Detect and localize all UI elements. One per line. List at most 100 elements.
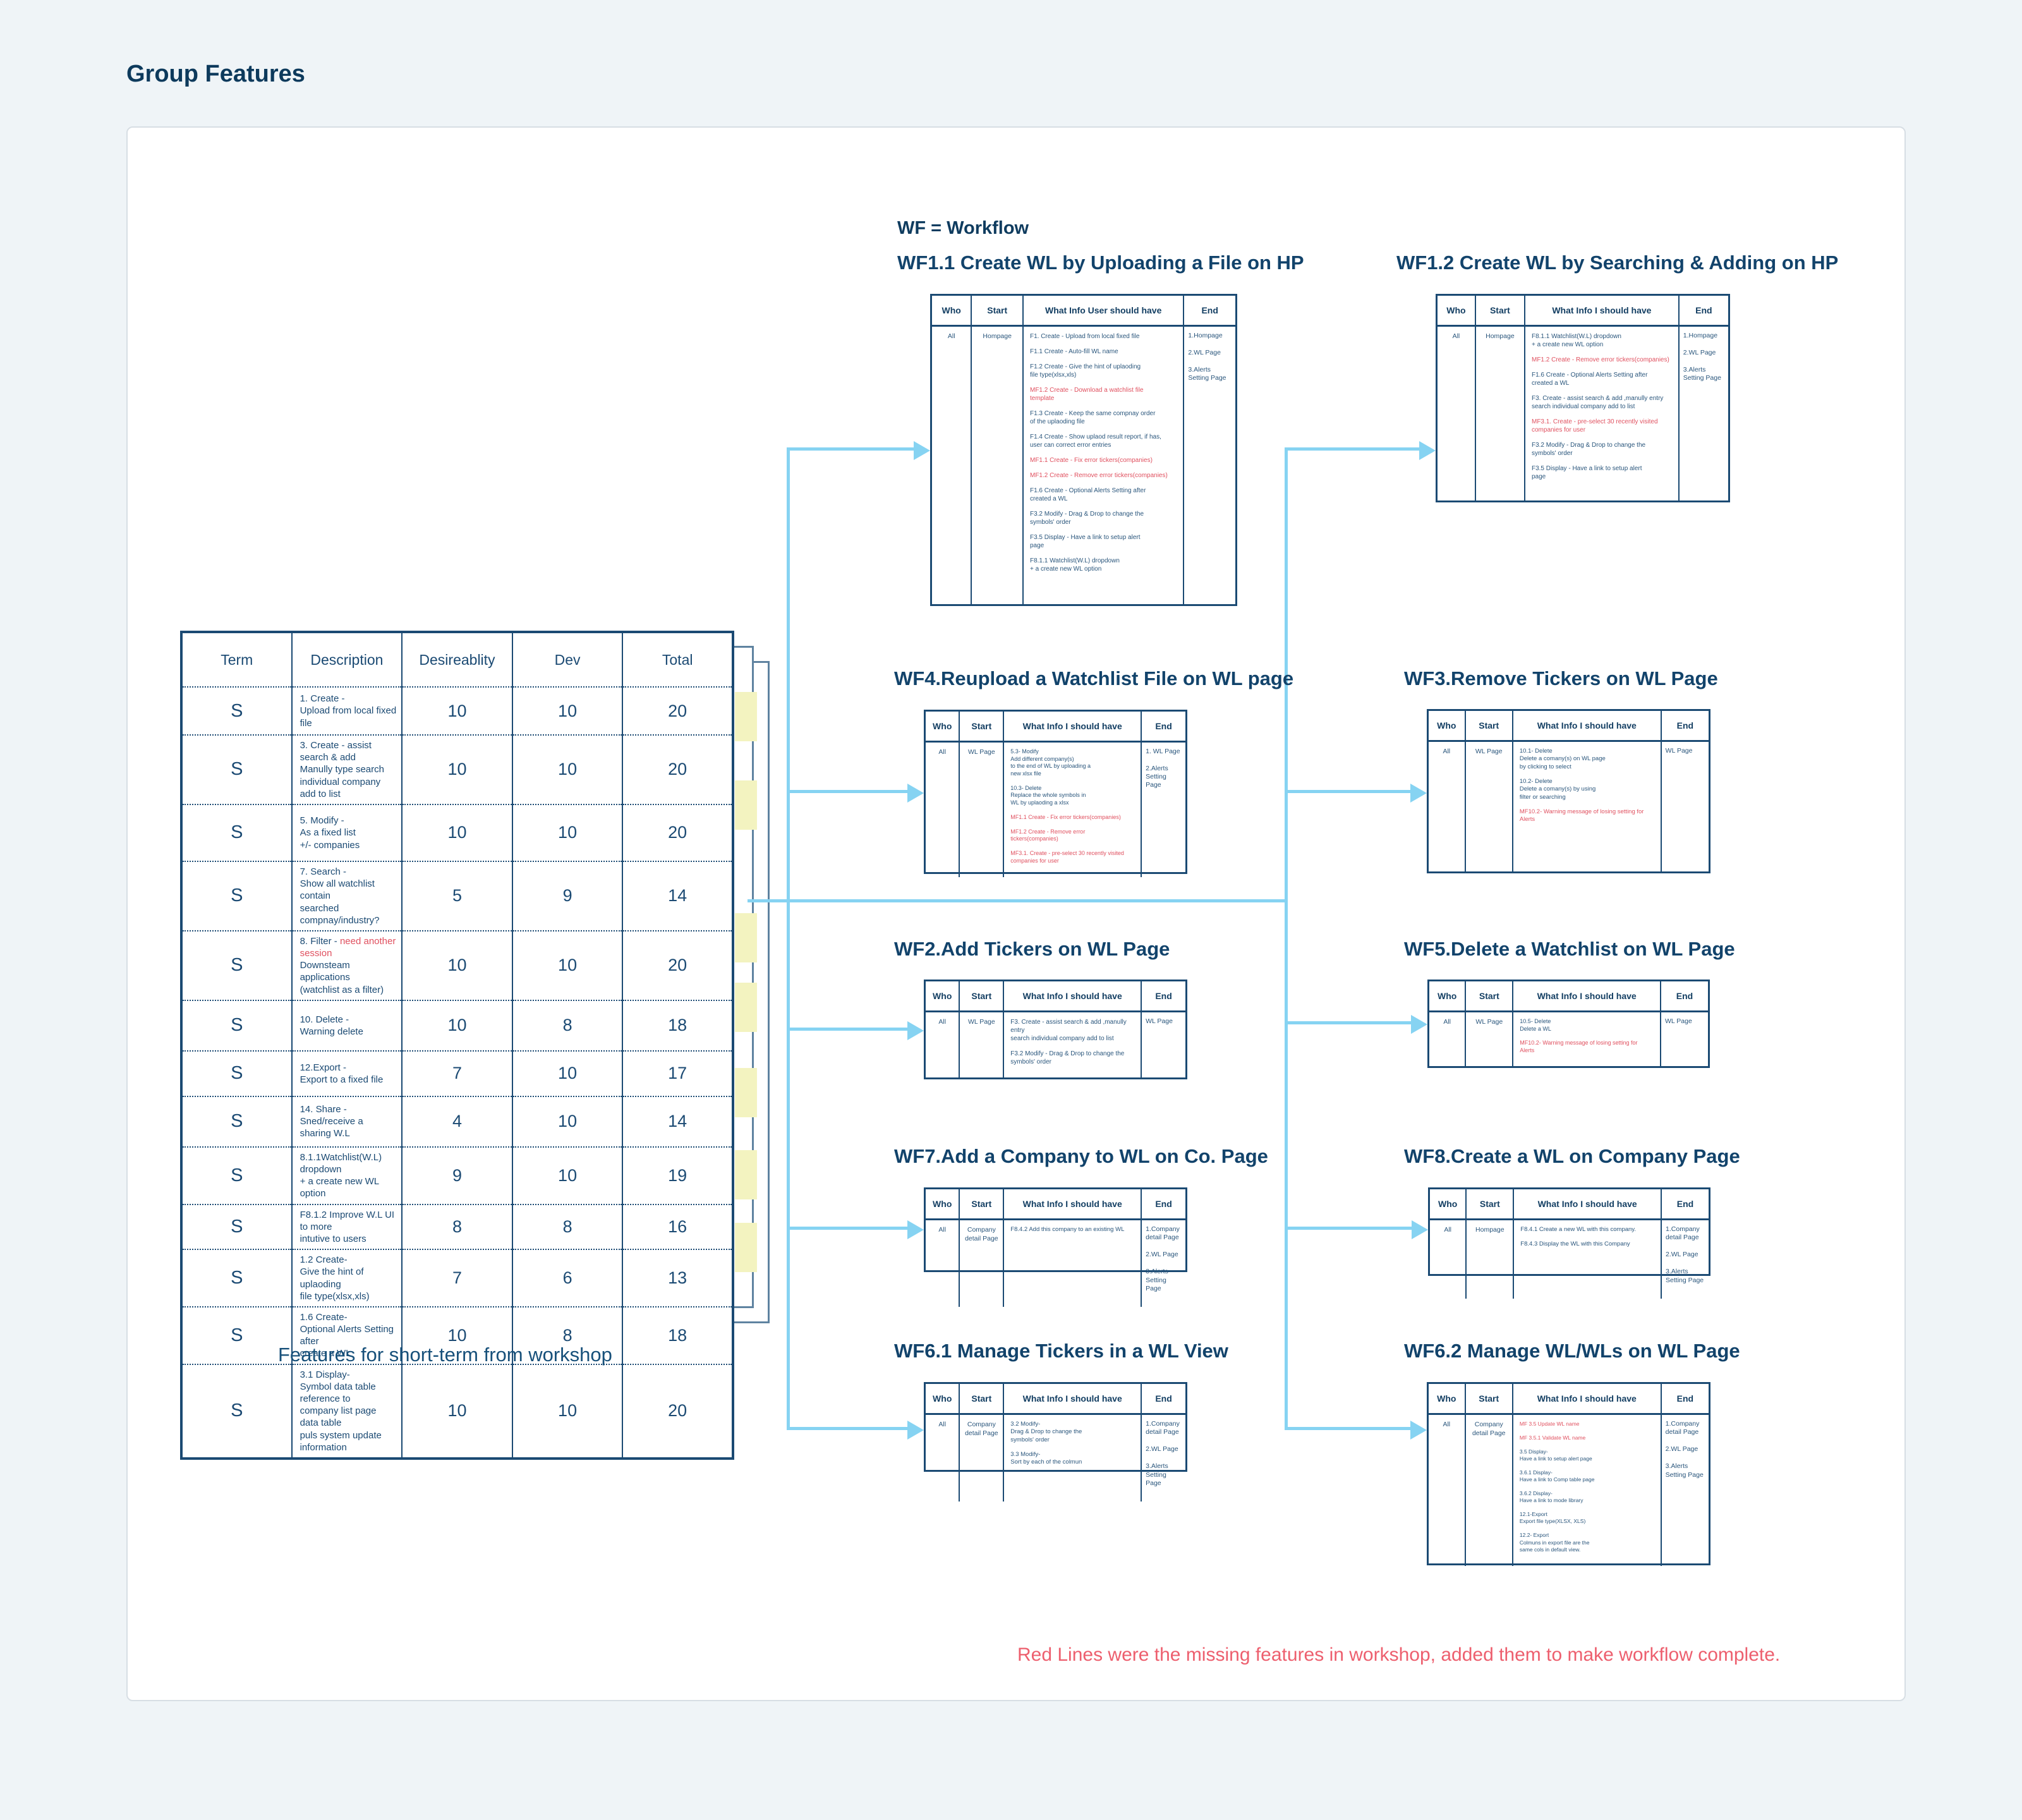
arrowhead-wf6-1 [907,1421,924,1440]
wf-item-feature: 3.5 Display- Have a link to setup alert … [1519,1448,1592,1462]
wf-who-cell: All [947,332,955,340]
feature-row: S 14. Share - Sned/receive a sharing W.L 4… [181,1095,733,1147]
wf-header-start: Start [1464,711,1513,742]
workflow-title-wf62: WF6.2 Manage WL/WLs on WL Page [1404,1340,1740,1362]
wf-end-cell: WL Page [1660,1011,1708,1067]
feature-term: S [181,1095,292,1147]
wf-end-cell: 1. WL Page 2.Alerts Setting Page [1141,741,1185,878]
wf-start-cell: Hompage [971,325,1023,604]
wf-item-feature: F8.4.1 Create a new WL with this company… [1520,1226,1636,1233]
highlight-mark [735,1068,757,1117]
wf-end-cell: 1.Company detail Page 2.WL Page 3.Alerts S… [1141,1414,1185,1502]
wf-end-cell: WL Page [1141,1011,1185,1079]
feature-row: S 1.2 Create- Give the hint of uplaoding … [181,1249,733,1307]
wf-who-cell: All [1444,1226,1451,1234]
wf-start-cell: WL Page [959,1011,1004,1079]
feature-desirability: 7 [401,1050,512,1096]
wf-item-feature: F1.1 Create - Auto-fill WL name [1029,348,1118,355]
feature-desirability: 9 [401,1146,512,1204]
feature-term: S [181,1363,292,1459]
wf-info-cell: 3.2 Modify- Drag & Drop to change the sy… [1003,1414,1142,1502]
wf-header-info: What Info I should have [1523,296,1679,327]
wf-header-who: Who [932,296,972,327]
feature-row: S 8. Filter - need another session Downst… [181,930,733,1000]
wf-header-info: What Info I should have [1003,1189,1142,1220]
feature-row: S 3.1 Display- Symbol data table referenc… [181,1363,733,1459]
wf-item-feature: F3.2 Modify - Drag & Drop to change the … [1029,511,1144,526]
wf-header-who: Who [926,1189,960,1220]
features-table: Term Description Desireablity Dev Total S 1. … [180,631,734,1460]
wf-item-missing-feature: MF1.1 Create - Fix error tickers(compani… [1029,457,1153,464]
wf-header-end: End [1141,1384,1185,1415]
wf-item-feature: F1.4 Create - Show uplaod result report,… [1029,434,1161,449]
feature-dev: 8 [511,1306,623,1364]
wf-header-who: Who [1430,1189,1467,1220]
arrowhead-wf7 [907,1220,924,1239]
feature-dev: 10 [511,1363,623,1459]
workflow-title-wf5: WF5.Delete a Watchlist on WL Page [1404,938,1735,960]
workflow-table-wf3: Who Start What Info I should have End Al… [1427,709,1710,873]
wf-item-feature: 3.3 Modify- Sort by each of the colmun [1010,1451,1082,1466]
wf-header-start: Start [959,1189,1004,1220]
arrowhead-wf1-1 [914,441,930,460]
feature-desirability: 10 [401,686,512,735]
feature-total: 17 [622,1050,733,1096]
wf-item-feature: F8.4.2 Add this company to an existing W… [1010,1226,1125,1233]
wf-start-cell: WL Page [959,741,1004,878]
wf-start-cell: Hompage [1474,325,1525,500]
feature-term: S [181,803,292,861]
wf-end-page: 2.WL Page [1666,1251,1698,1259]
feature-desirability: 10 [401,803,512,861]
feature-description: F8.1.2 Improve W.L UI to more intutive t… [291,1203,403,1250]
feature-dev: 10 [511,686,623,735]
wf-start-cell: WL Page [1464,741,1513,871]
wf-item-feature: 10.3- Delete Replace the whole symbols i… [1010,784,1086,806]
wf-who-cell: All [938,1226,947,1234]
highlight-mark [735,913,757,962]
wf-header-end: End [1660,981,1708,1012]
wf-end-cell: 1.Company detail Page 2.WL Page 3.Alerts S… [1661,1219,1709,1299]
wf-item-feature: 10.2- Delete Delete a comany(s) by using… [1519,778,1596,801]
connector-trunk-left [787,447,790,1430]
wf-header-info: What Info I should have [1512,981,1661,1012]
features-column-header: Total [622,632,733,687]
wf-header-end: End [1141,981,1185,1012]
wf-item-feature: F1.6 Create - Optional Alerts Setting af… [1029,487,1146,502]
wf-end-page: 2.WL Page [1683,349,1716,357]
workflow-title-wf11: WF1.1 Create WL by Uploading a File on H… [897,252,1304,274]
wf-info-cell: F8.4.2 Add this company to an existing W… [1003,1219,1142,1307]
workflow-table-wf12: Who Start What Info I should have End Al… [1436,294,1730,502]
wf-item-feature: F3.2 Modify - Drag & Drop to change the … [1531,442,1646,457]
highlight-mark [735,1150,757,1199]
feature-total: 13 [622,1249,733,1307]
wf-header-end: End [1661,1189,1709,1220]
wf-header-info: What Info I should have [1003,981,1142,1012]
wf-who-cell: All [938,1421,947,1428]
wf-header-start: Start [971,296,1023,327]
feature-dev: 10 [511,1146,623,1204]
wf-item-feature: F3.5 Display - Have a link to setup aler… [1029,534,1141,549]
wf-item-missing-feature: MF 3.5.1 Validate WL name [1519,1435,1586,1441]
arrowhead-wf3 [1410,784,1427,803]
wf-item-missing-feature: MF1.1 Create - Fix error tickers(compani… [1010,813,1121,820]
feature-total: 18 [622,999,733,1051]
feature-desirability: 7 [401,1249,512,1307]
wf-end-page: WL Page [1665,1017,1692,1025]
wf-item-feature: 3.2 Modify- Drag & Drop to change the sy… [1010,1421,1082,1443]
features-column-header: Desireablity [401,632,512,687]
wf-end-page: 1.Company detail Page [1665,1420,1700,1436]
wf-header-info: What Info I should have [1513,1189,1662,1220]
feature-desirability: 10 [401,930,512,1000]
feature-description: 10. Delete - Warning delete [291,999,403,1051]
features-caption: Features for short-term from workshop [278,1344,612,1366]
wf-end-page: 2.WL Page [1665,1445,1698,1453]
wf-who-cell: All [1443,1421,1451,1428]
feature-dev: 6 [511,1249,623,1307]
wf-header-start: Start [1465,981,1513,1012]
wf-start-cell: Hompage [1465,1219,1514,1299]
wf-item-missing-feature: MF3.1. Create - pre-select 30 recently v… [1010,849,1124,864]
feature-desirability: 4 [401,1095,512,1147]
wf-header-end: End [1660,1384,1709,1415]
feature-total: 14 [622,860,733,931]
wf-info-cell: 5.3- Modify Add different company(s) to … [1003,741,1142,878]
